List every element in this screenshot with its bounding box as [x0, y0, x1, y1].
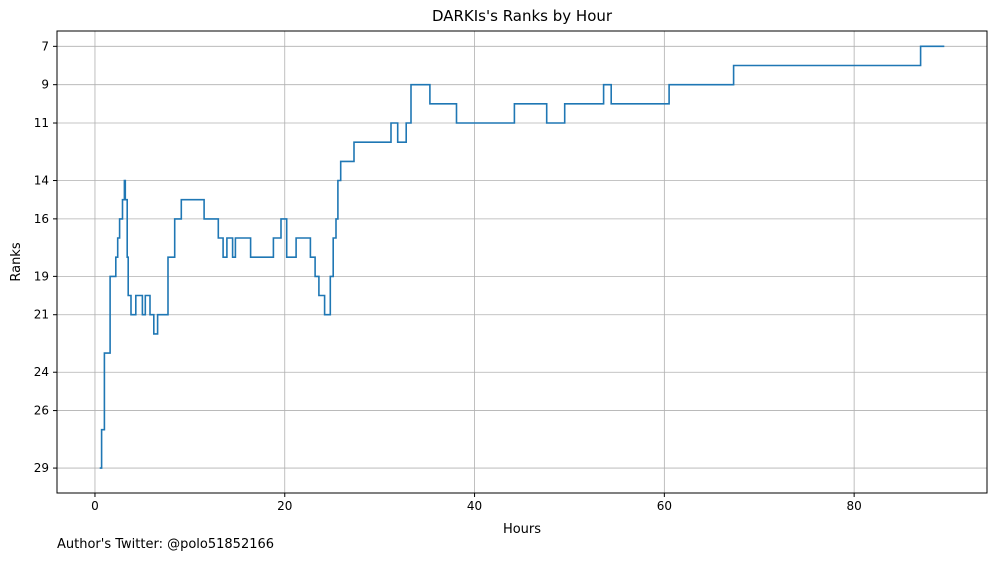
axis-ticks: 0 20 40 60 80 7 9 11 14 16 19 21 24 26 29	[34, 39, 862, 513]
chart-title: DARKIs's Ranks by Hour	[432, 7, 613, 25]
y-tick-label: 29	[34, 461, 49, 475]
x-tick-label: 0	[91, 499, 99, 513]
y-tick-label: 16	[34, 212, 49, 226]
y-tick-label: 9	[41, 78, 49, 92]
x-tick-label: 20	[277, 499, 292, 513]
plot-area-frame	[56, 30, 988, 494]
y-tick-label: 19	[34, 269, 49, 283]
y-tick-label: 7	[41, 39, 49, 53]
x-tick-label: 60	[657, 499, 672, 513]
y-tick-label: 11	[34, 116, 49, 130]
y-tick-label: 24	[34, 365, 49, 379]
y-axis-label: Ranks	[9, 242, 24, 281]
y-tick-label: 26	[34, 404, 49, 418]
y-tick-label: 21	[34, 308, 49, 322]
y-tick-label: 14	[34, 174, 49, 188]
author-twitter-note: Author's Twitter: @polo51852166	[57, 537, 275, 552]
x-axis-label: Hours	[503, 522, 541, 537]
rank-step-line	[99, 45, 945, 469]
grid-lines	[57, 31, 987, 493]
x-tick-label: 80	[847, 499, 862, 513]
x-tick-label: 40	[467, 499, 482, 513]
